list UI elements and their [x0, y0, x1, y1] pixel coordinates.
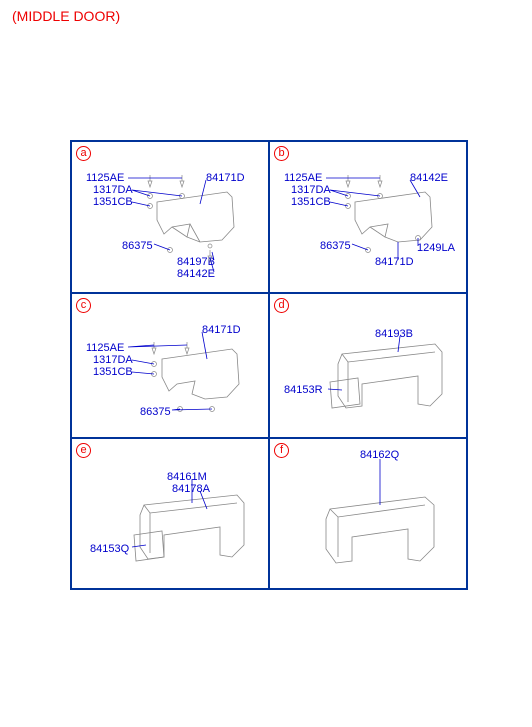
label-84162q: 84162Q	[360, 449, 399, 461]
label-1317da: 1317DA	[291, 184, 331, 196]
marker-c: c	[76, 298, 91, 313]
label-1351cb: 1351CB	[93, 366, 133, 378]
label-84153q: 84153Q	[90, 543, 129, 555]
label-1351cb: 1351CB	[291, 196, 331, 208]
label-84178a: 84178A	[172, 483, 210, 495]
marker-a: a	[76, 146, 91, 161]
marker-f: f	[274, 443, 289, 458]
part-drawing-e	[72, 439, 269, 589]
cell-c: c 1125AE 1317DA 1351CB 84171D 86375	[71, 293, 269, 438]
label-86375: 86375	[122, 240, 153, 252]
label-84171d: 84171D	[375, 256, 414, 268]
label-84142e: 84142E	[177, 268, 215, 280]
label-84193b: 84193B	[375, 328, 413, 340]
part-drawing-b	[270, 142, 467, 293]
label-1317da: 1317DA	[93, 354, 133, 366]
cell-b: b 1125AE 1317DA 1351CB 84142E 86375 1249…	[269, 141, 467, 293]
part-drawing-a	[72, 142, 269, 293]
cell-a: a 1125AE 1317DA 1351CB 84171D 86375 8419…	[71, 141, 269, 293]
marker-b: b	[274, 146, 289, 161]
label-1125ae: 1125AE	[86, 172, 124, 184]
marker-e: e	[76, 443, 91, 458]
label-1351cb: 1351CB	[93, 196, 133, 208]
label-1249la: 1249LA	[417, 242, 455, 254]
cell-d: d 84193B 84153R	[269, 293, 467, 438]
cell-e: e 84161M 84178A 84153Q	[71, 438, 269, 589]
label-1125ae: 1125AE	[86, 342, 124, 354]
label-84142e: 84142E	[410, 172, 448, 184]
label-84197b: 84197B	[177, 256, 215, 268]
label-84161m: 84161M	[167, 471, 207, 483]
marker-d: d	[274, 298, 289, 313]
label-86375: 86375	[140, 406, 171, 418]
cell-f: f 84162Q	[269, 438, 467, 589]
label-86375: 86375	[320, 240, 351, 252]
part-drawing-d	[270, 294, 467, 438]
label-84153r: 84153R	[284, 384, 323, 396]
label-84171d: 84171D	[202, 324, 241, 336]
diagram-grid: a 1125AE 1317DA 1351CB 84171D 86375 8419…	[70, 140, 468, 590]
label-1125ae: 1125AE	[284, 172, 322, 184]
page-title: (MIDDLE DOOR)	[12, 8, 120, 24]
label-84171d: 84171D	[206, 172, 245, 184]
label-1317da: 1317DA	[93, 184, 133, 196]
part-drawing-f	[270, 439, 467, 589]
